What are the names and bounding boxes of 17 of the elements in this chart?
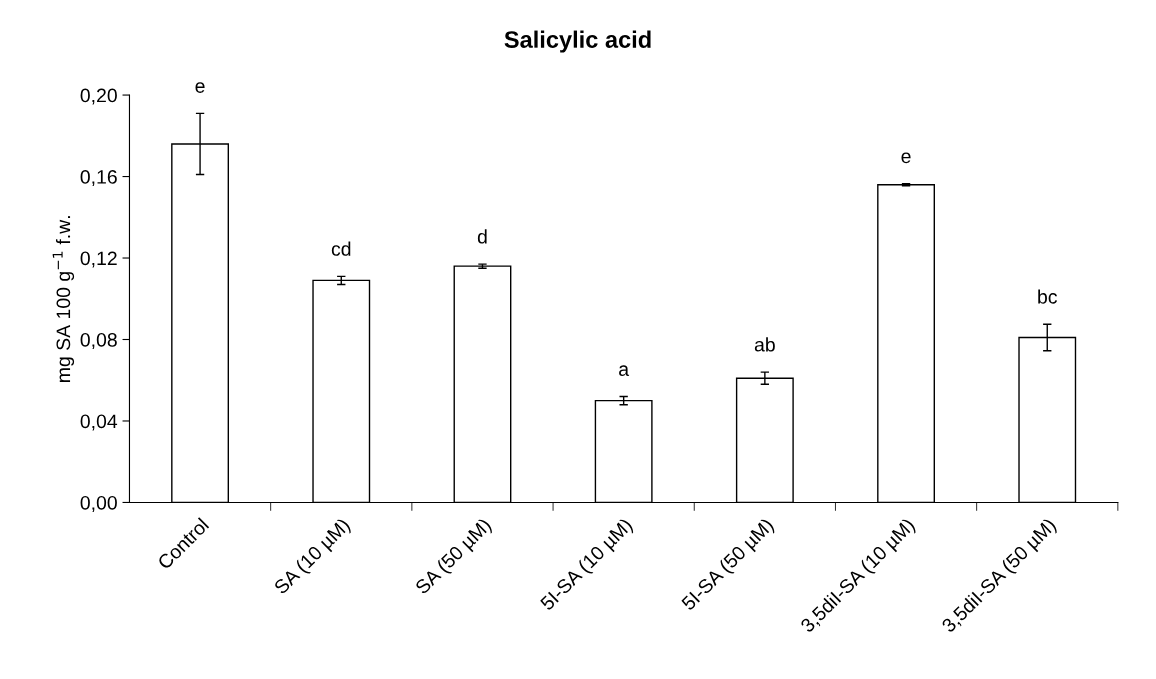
annotation: a — [619, 365, 630, 377]
annotation: e — [901, 152, 911, 164]
y-tick-label: 0,12 — [80, 251, 117, 268]
annotation: e — [195, 82, 205, 93]
y-axis-title: mg SA 100 g$^{−1}$ f.w. — [52, 216, 75, 382]
annotation: bc — [1038, 289, 1058, 304]
chart-title: Salicylic acid — [504, 30, 651, 53]
y-tick-label: 0,08 — [80, 332, 117, 350]
y-tick-label: 0,20 — [80, 88, 117, 105]
x-tick-label: SA (10 µM) — [272, 517, 354, 598]
y-tick-label: 0,04 — [80, 414, 118, 431]
annotation: cd — [331, 241, 351, 256]
y-tick-label: 0,00 — [80, 495, 117, 512]
annotation: ab — [754, 337, 775, 352]
y-tick-label: 0,16 — [80, 170, 117, 187]
annotation: d — [477, 229, 487, 244]
x-tick-label: SA (50 µM) — [414, 517, 495, 598]
